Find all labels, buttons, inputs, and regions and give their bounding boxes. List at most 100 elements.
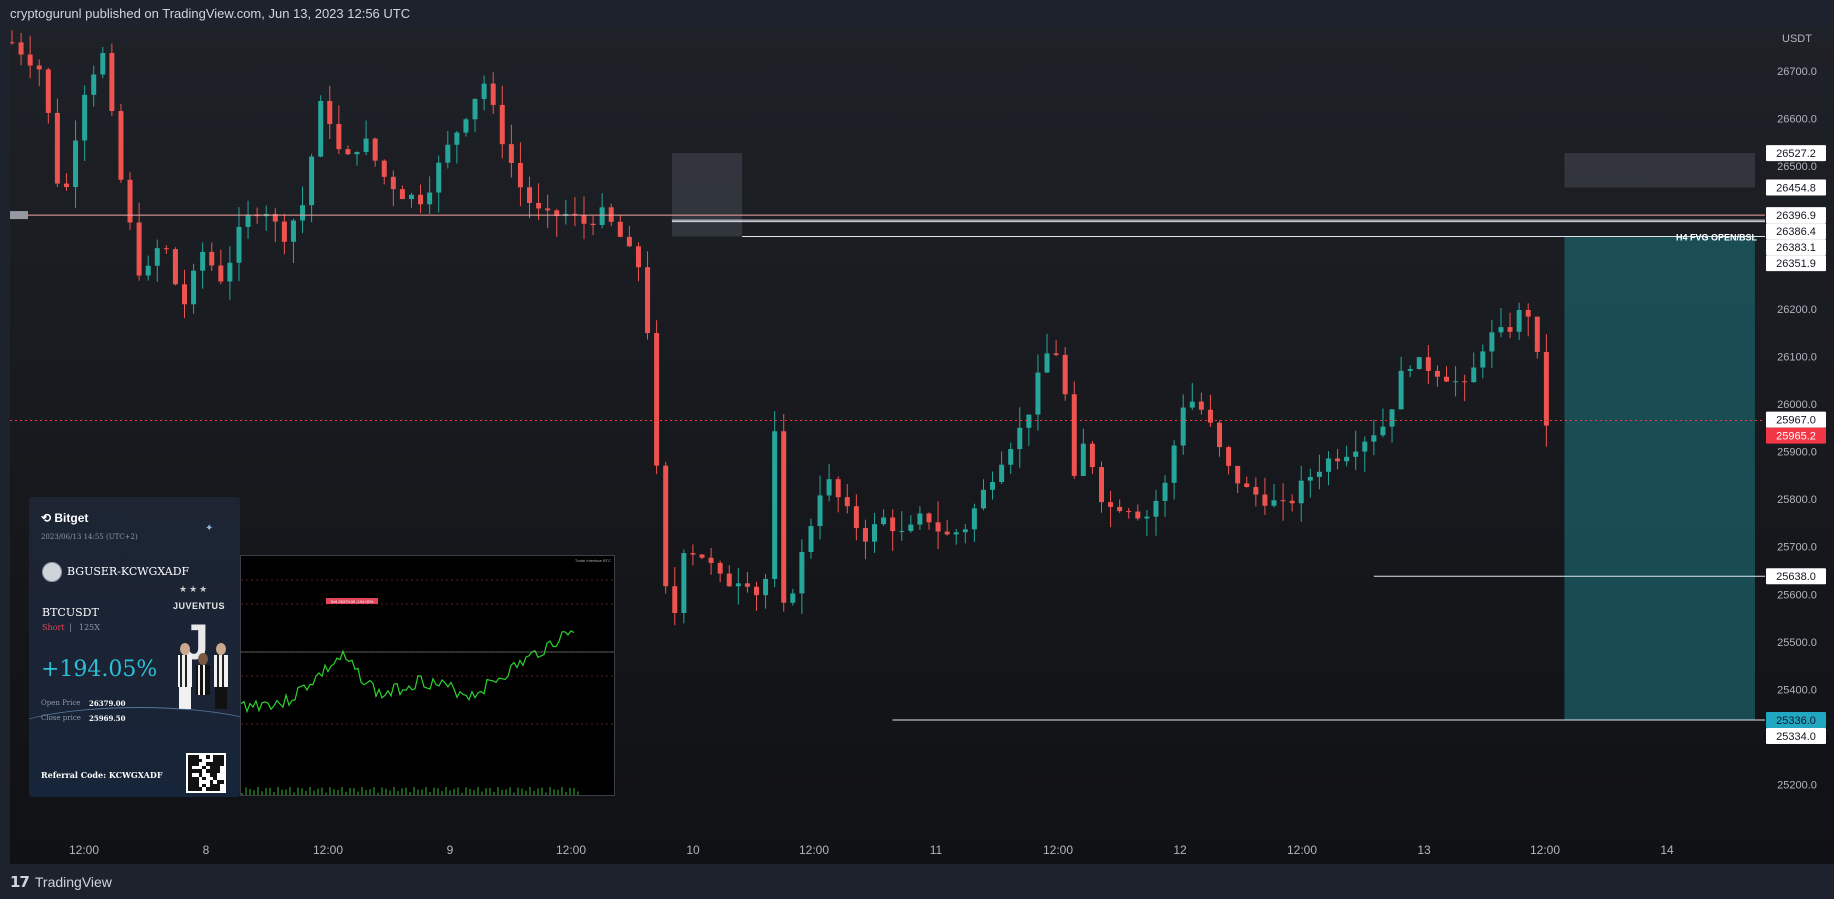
mini-volume-bar [465, 787, 467, 795]
bitget-logo: ⟲ Bitget [41, 511, 89, 525]
candle-body [999, 464, 1005, 483]
mini-volume-bar [469, 789, 471, 795]
candle-body [10, 42, 15, 44]
candle-body [490, 83, 496, 105]
mini-volume-bar [305, 790, 307, 795]
mini-volume-bar [473, 790, 475, 795]
candle-body [581, 215, 587, 224]
candle-body [209, 251, 215, 266]
candle-body [781, 431, 787, 603]
candle-body [1026, 414, 1032, 428]
candle-body [645, 267, 651, 334]
candle-body [1153, 500, 1159, 517]
mini-sell-label-box [326, 598, 378, 604]
bitget-position-card: ⟲ Bitget 2023/06/13 14:55 (UTC+2) ✦ BGUS… [29, 497, 240, 797]
candle-body [790, 593, 796, 603]
candle-body [1407, 369, 1413, 371]
mini-volume-bar [517, 787, 519, 795]
mini-volume-bar [441, 791, 443, 795]
price-label: 26383.1 [1776, 242, 1816, 254]
x-tick-label: 12:00 [556, 843, 586, 857]
candle-body [962, 529, 968, 533]
candle-body [1035, 372, 1041, 415]
candle-body [100, 53, 106, 75]
mini-volume-bar [489, 787, 491, 795]
x-tick-label: 12:00 [313, 843, 343, 857]
card-date: 2023/06/13 14:55 (UTC+2) [41, 533, 138, 541]
price-label: 25967.0 [1776, 415, 1816, 427]
candle-body [1344, 456, 1350, 462]
mini-volume-bar [333, 789, 335, 795]
mini-sell-label: Sell 26379.00 -194.05% [331, 599, 374, 604]
qr-code [186, 753, 226, 793]
candle-body [354, 151, 360, 155]
mini-volume-bar [329, 787, 331, 795]
candle-body [635, 246, 641, 268]
team-logo: JUVENTUS [173, 601, 226, 611]
candle-body [690, 553, 696, 555]
candle-body [772, 431, 778, 579]
avatar [42, 562, 62, 582]
candle-body [1080, 443, 1086, 476]
mini-volume-bar [397, 791, 399, 795]
candle-body [1126, 511, 1132, 513]
tradingview-logo-text[interactable]: TradingView [34, 873, 112, 890]
x-tick-label: 12:00 [799, 843, 829, 857]
tradingview-logo-icon[interactable]: 𝟭𝟳 [10, 873, 30, 891]
candle-body [191, 270, 197, 305]
candle-body [1271, 500, 1277, 506]
mini-volume-bar [269, 787, 271, 795]
price-label-box [1766, 207, 1826, 224]
candle-body [227, 262, 233, 282]
short-position-target [1564, 236, 1755, 720]
x-tick-label: 14 [1660, 843, 1674, 857]
candle-body [899, 530, 905, 532]
candle-body [971, 508, 977, 530]
mini-volume-bar [457, 787, 459, 795]
candle-body [1189, 401, 1195, 408]
candle-body [145, 265, 151, 276]
candle-body [990, 482, 996, 490]
candle-body [1525, 310, 1531, 317]
price-label-box [1766, 239, 1826, 256]
candle-body [527, 187, 533, 203]
candle-body [1398, 370, 1404, 410]
card-side: Short [42, 623, 65, 632]
close-price-value: 25969.50 [89, 714, 126, 723]
y-tick-label: 25700.0 [1777, 542, 1817, 554]
mini-volume-bar [561, 787, 563, 795]
candle-body [1171, 445, 1177, 483]
y-tick-label: 25500.0 [1777, 637, 1817, 649]
x-tick-label: 8 [203, 843, 210, 857]
price-label: 26351.9 [1776, 258, 1816, 270]
candle-body [1298, 480, 1304, 504]
mini-volume-bar [313, 790, 315, 795]
price-label: 26454.8 [1776, 183, 1816, 195]
price-label-box [1766, 145, 1826, 162]
candle-body [599, 207, 605, 226]
price-label: 26396.9 [1776, 210, 1816, 222]
price-chart[interactable]: H4 FVG OPEN/BSL USDT 26700.0 26600.0 26500.0… [10, 28, 1834, 864]
open-price-label: Open Price [41, 699, 81, 707]
candle-body [218, 265, 224, 282]
candle-body [881, 517, 887, 525]
x-tick-label: 11 [930, 843, 943, 857]
candle-body [835, 479, 841, 498]
candle-body [73, 140, 79, 188]
candle-body [1198, 401, 1204, 410]
candle-body [1135, 511, 1141, 519]
candle-body [508, 144, 514, 163]
candle-body [1117, 506, 1123, 512]
mini-volume-bar [261, 791, 263, 795]
candle-body [953, 532, 959, 535]
candle-body [717, 562, 723, 574]
mini-volume-bar [293, 792, 295, 795]
mini-volume-bar [493, 791, 495, 795]
candle-body [408, 194, 414, 200]
y-tick-label: 26700.0 [1777, 66, 1817, 78]
candle-body [1062, 354, 1068, 395]
mini-volume-bar [425, 787, 427, 795]
candle-body [1353, 451, 1359, 457]
price-label-box [1766, 255, 1826, 272]
candle-body [808, 526, 814, 552]
